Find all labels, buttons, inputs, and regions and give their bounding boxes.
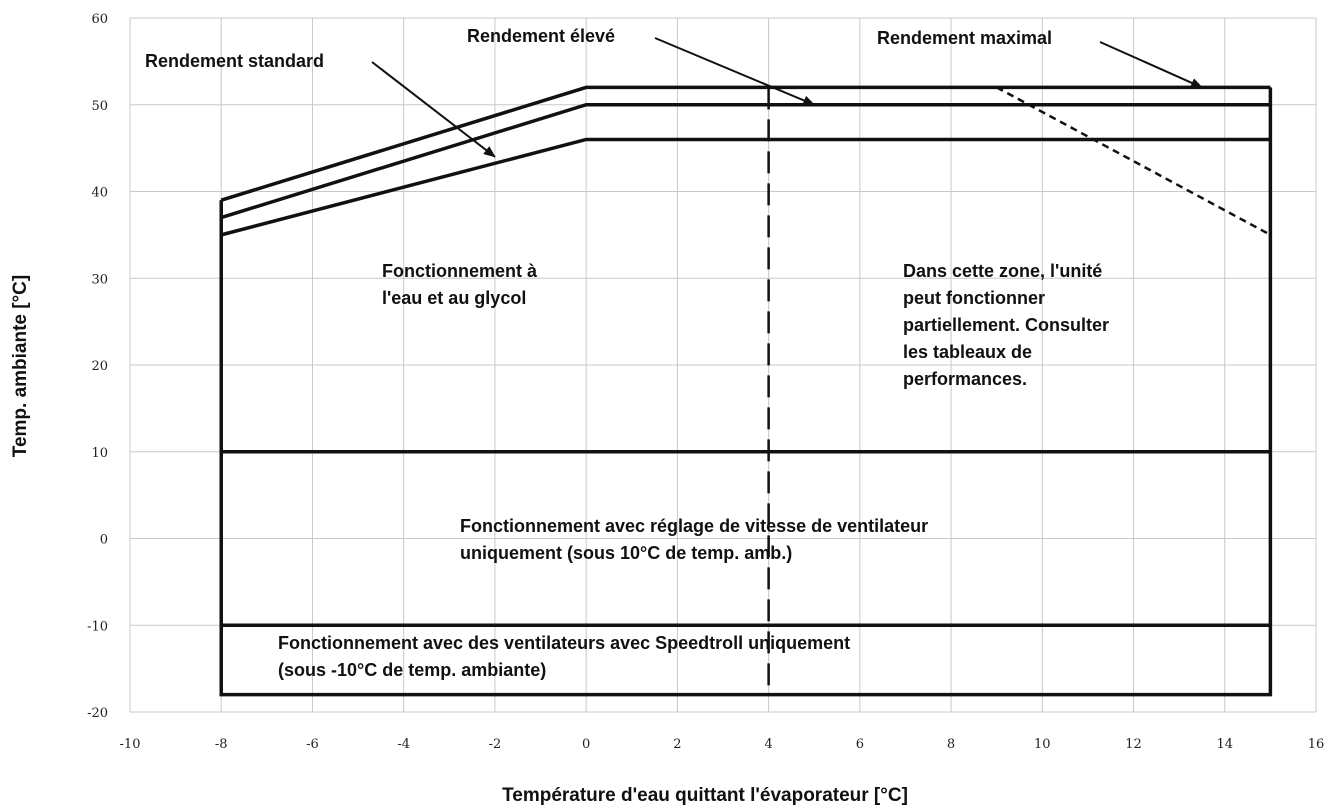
arrow-rendement-standard bbox=[371, 61, 496, 158]
grid bbox=[129, 17, 1317, 713]
series-layer bbox=[219, 85, 1273, 697]
series-line-1 bbox=[220, 103, 1271, 220]
x-tick-label: 14 bbox=[1216, 737, 1233, 752]
x-tick-label: 0 bbox=[582, 737, 590, 752]
label-rendement-eleve: Rendement élevé bbox=[467, 26, 615, 46]
y-tick-label: 20 bbox=[91, 359, 108, 374]
tick-labels: -10 -8 -6 -4 -2 0 2 4 6 8 10 12 14 16-20-100102030405… bbox=[87, 12, 1324, 752]
annotations-layer: Rendement standard Rendement élevé Rendeme… bbox=[145, 26, 1203, 680]
x-tick-label: 4 bbox=[764, 737, 772, 752]
y-tick-label: 40 bbox=[91, 186, 108, 201]
label-water-glycol-zone: Fonctionnement à l'eau et au glycol bbox=[382, 261, 538, 308]
x-tick-label: -2 bbox=[489, 737, 502, 752]
label-partial-operation-zone: Dans cette zone, l'unité peut fonctionner… bbox=[903, 261, 1109, 389]
x-tick-label: 2 bbox=[673, 737, 681, 752]
x-tick-label: -10 bbox=[120, 737, 141, 752]
label-rendement-standard: Rendement standard bbox=[145, 51, 324, 71]
series-line-0 bbox=[220, 137, 1271, 237]
x-tick-label: -8 bbox=[215, 737, 228, 752]
y-tick-label: -10 bbox=[87, 619, 108, 634]
label-speedtroll-zone: Fonctionnement avec des ventilateurs ave… bbox=[278, 633, 850, 680]
y-axis-title: Temp. ambiante [°C] bbox=[10, 275, 31, 458]
x-tick-label: 16 bbox=[1308, 737, 1325, 752]
x-tick-label: 6 bbox=[856, 737, 864, 752]
x-tick-label: 12 bbox=[1125, 737, 1142, 752]
y-tick-label: 30 bbox=[91, 272, 108, 287]
arrow-rendement-eleve bbox=[654, 37, 816, 106]
x-tick-label: 8 bbox=[947, 737, 955, 752]
label-fan-speed-zone: Fonctionnement avec réglage de vitesse d… bbox=[460, 516, 928, 563]
y-tick-label: 10 bbox=[91, 446, 108, 461]
x-tick-label: -4 bbox=[397, 737, 410, 752]
y-tick-label: 60 bbox=[91, 12, 108, 27]
x-axis-title: Température d'eau quittant l'évaporateur… bbox=[502, 785, 908, 806]
x-tick-label: 10 bbox=[1034, 737, 1051, 752]
x-tick-label: -6 bbox=[306, 737, 319, 752]
arrow-rendement-maximal bbox=[1099, 41, 1203, 89]
y-tick-label: 50 bbox=[91, 99, 108, 114]
y-tick-label: 0 bbox=[100, 533, 108, 548]
label-rendement-maximal: Rendement maximal bbox=[877, 28, 1052, 48]
series-line-6 bbox=[996, 86, 1271, 236]
series-line-2 bbox=[220, 85, 1271, 202]
series-line-3 bbox=[219, 87, 1273, 697]
y-tick-label: -20 bbox=[87, 706, 108, 721]
